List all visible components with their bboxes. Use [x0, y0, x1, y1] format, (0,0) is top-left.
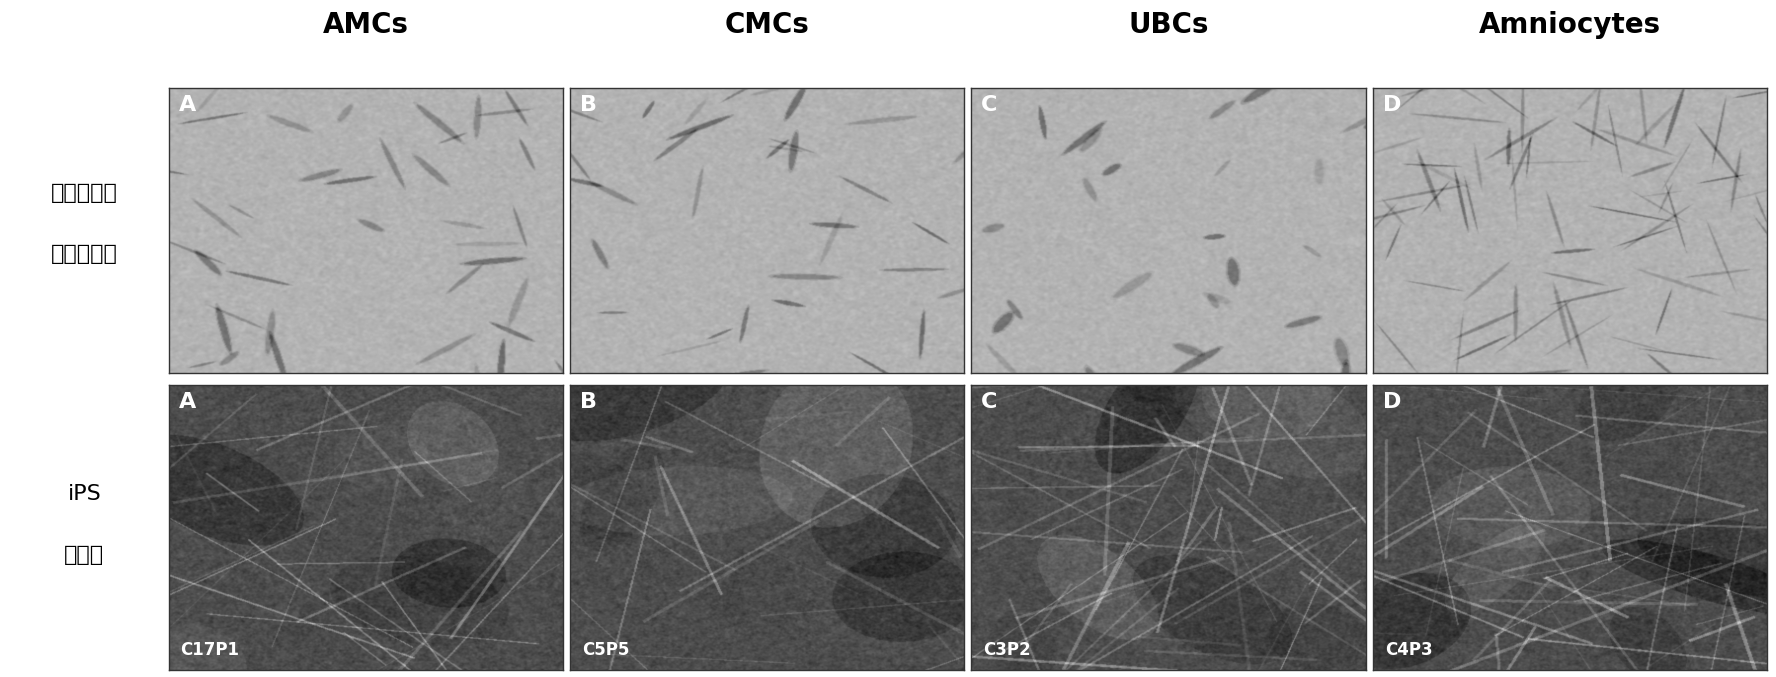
Text: C17P1: C17P1	[181, 641, 240, 659]
Text: AMCs: AMCs	[323, 11, 408, 39]
Text: B: B	[581, 393, 597, 412]
Text: 感染前细胞: 感染前细胞	[52, 244, 117, 264]
Text: A: A	[179, 393, 195, 412]
Text: CMCs: CMCs	[725, 11, 810, 39]
Text: B: B	[581, 95, 597, 115]
Text: C3P2: C3P2	[984, 641, 1030, 659]
Text: D: D	[1384, 95, 1401, 115]
Text: C4P3: C4P3	[1385, 641, 1431, 659]
Text: Amniocytes: Amniocytes	[1479, 11, 1661, 39]
Text: UBCs: UBCs	[1128, 11, 1209, 39]
Text: 逆转录病毒: 逆转录病毒	[52, 183, 117, 203]
Text: C5P5: C5P5	[583, 641, 629, 659]
Text: iPS: iPS	[67, 484, 101, 504]
Text: D: D	[1384, 393, 1401, 412]
Text: A: A	[179, 95, 195, 115]
Text: C: C	[982, 95, 998, 115]
Text: 候选株: 候选株	[64, 545, 105, 565]
Text: C: C	[982, 393, 998, 412]
